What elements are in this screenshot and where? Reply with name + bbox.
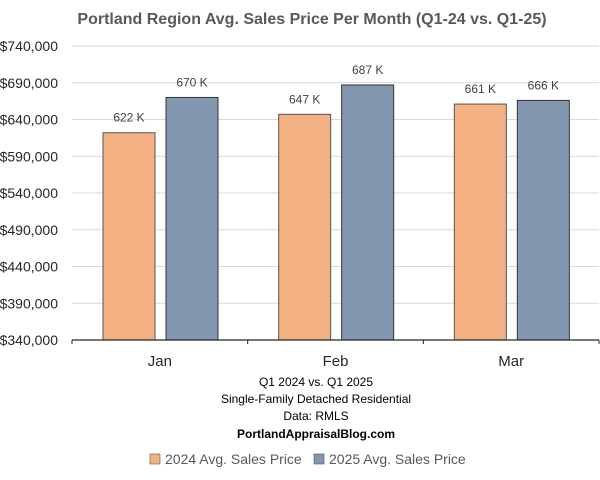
y-tick-label: $390,000 xyxy=(0,295,58,311)
data-label: 687 K xyxy=(352,63,383,77)
chart-title: Portland Region Avg. Sales Price Per Mon… xyxy=(77,11,546,28)
bar-mar-2025 xyxy=(516,99,570,341)
bar-jan-2024 xyxy=(102,132,156,341)
legend-label: 2024 Avg. Sales Price xyxy=(165,451,302,467)
data-label: 670 K xyxy=(176,75,207,89)
annotation-period: Q1 2024 vs. Q1 2025 xyxy=(259,375,373,389)
y-tick-label: $340,000 xyxy=(0,332,58,348)
y-tick-label: $690,000 xyxy=(0,75,58,91)
legend-label: 2025 Avg. Sales Price xyxy=(329,451,466,467)
x-tick-label: Jan xyxy=(148,353,172,370)
bar-feb-2024 xyxy=(278,113,332,341)
bar-jan-2025 xyxy=(165,96,219,341)
y-tick-label: $590,000 xyxy=(0,148,58,164)
bar-feb-2025 xyxy=(341,84,395,341)
annotation-property-type: Single-Family Detached Residential xyxy=(221,392,411,406)
y-tick-label: $540,000 xyxy=(0,185,58,201)
gridlines xyxy=(72,45,599,304)
bars: 622 K 670 K 647 K 687 K 661 K 666 K xyxy=(102,63,570,341)
data-label: 661 K xyxy=(465,82,496,96)
y-tick-label: $440,000 xyxy=(0,259,58,275)
y-axis: $340,000 $390,000 $440,000 $490,000 $540,000… xyxy=(0,38,58,348)
legend-swatch-2025 xyxy=(313,453,325,465)
y-tick-label: $640,000 xyxy=(0,112,58,128)
annotation-website: PortlandAppraisalBlog.com xyxy=(237,427,395,441)
y-tick-label: $740,000 xyxy=(0,38,58,54)
annotation-source: Data: RMLS xyxy=(283,409,348,423)
y-tick-label: $490,000 xyxy=(0,222,58,238)
data-label: 647 K xyxy=(289,92,320,106)
x-tick-label: Feb xyxy=(323,353,349,370)
data-label: 622 K xyxy=(113,111,144,125)
legend-swatch-2024 xyxy=(149,453,161,465)
bar-mar-2024 xyxy=(453,103,507,341)
data-label: 666 K xyxy=(528,78,559,92)
x-tick-label: Mar xyxy=(498,353,524,370)
legend: 2024 Avg. Sales Price 2025 Avg. Sales Pri… xyxy=(149,451,466,467)
x-axis: Jan Feb Mar xyxy=(71,339,600,370)
